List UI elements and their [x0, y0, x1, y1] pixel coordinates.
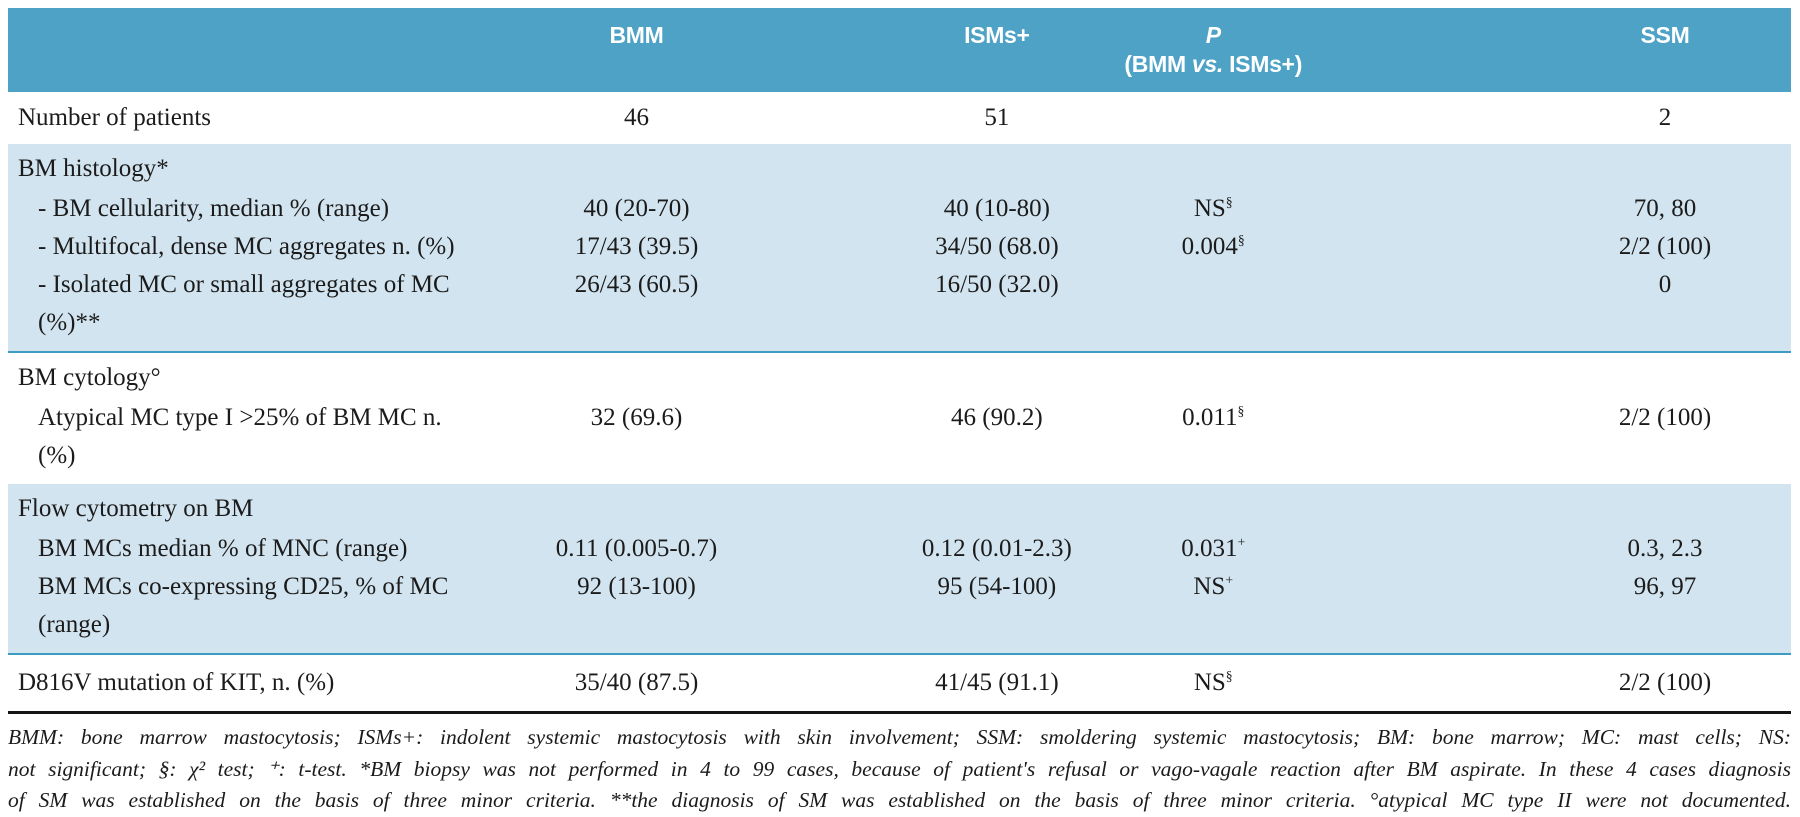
row-bm-cellularity: - BM cellularity, median % (range) 40 (2…	[8, 190, 1791, 228]
row-bm-mcs-cd25: BM MCs co-expressing CD25, % of MC (rang…	[8, 568, 1791, 644]
cell-isms: 95 (54-100)	[937, 573, 1057, 600]
cell-bmm: 35/40 (87.5)	[574, 669, 699, 696]
footnote-line-2: not significant; §: χ² test; ⁺: t-test. …	[8, 756, 1791, 781]
section-title-row: BM cytology°	[8, 357, 1791, 399]
cell-bmm: 46	[623, 104, 649, 131]
cell-ssm: 0.3, 2.3	[1627, 535, 1703, 562]
cell-ssm: 96, 97	[1633, 573, 1697, 600]
cell-p: NS§	[1193, 194, 1233, 222]
section-bm-histology: BM histology* - BM cellularity, median %…	[8, 144, 1791, 353]
row-label: BM MCs co-expressing CD25, % of MC (rang…	[38, 573, 449, 638]
header-cell-bmm: BMM	[609, 22, 664, 48]
cell-bmm: 92 (13-100)	[577, 573, 696, 600]
section-flow-cytometry: Flow cytometry on BM BM MCs median % of …	[8, 484, 1791, 655]
cell-isms: 16/50 (32.0)	[935, 271, 1059, 298]
row-multifocal-aggregates: - Multifocal, dense MC aggregates n. (%)…	[8, 228, 1791, 266]
header-p-comparison: (BMM vs. ISMs+)	[1124, 51, 1303, 77]
cell-ssm: 0	[1658, 271, 1672, 298]
cell-p: 0.031+	[1181, 534, 1246, 562]
row-label: D816V mutation of KIT, n. (%)	[18, 669, 335, 696]
row-label: Number of patients	[18, 104, 212, 131]
section-title-flow-cytometry: Flow cytometry on BM	[18, 495, 254, 522]
footnote-line-1: BMM: bone marrow mastocytosis; ISMs+: in…	[8, 725, 1791, 749]
footnote-line-3: of SM was established on the basis of th…	[8, 788, 1791, 812]
cell-ssm: 2	[1658, 104, 1672, 131]
cell-isms: 34/50 (68.0)	[935, 233, 1059, 260]
header-p-symbol: P	[1205, 22, 1221, 48]
cell-bmm: 17/43 (39.5)	[574, 233, 699, 260]
cell-p: 0.011§	[1182, 403, 1245, 431]
cell-ssm: 70, 80	[1633, 195, 1697, 222]
row-label: - Multifocal, dense MC aggregates n. (%)	[38, 233, 455, 260]
cell-p: NS§	[1193, 668, 1233, 696]
section-title-bm-histology: BM histology*	[18, 155, 169, 182]
header-cell-p: P (BMM vs. ISMs+)	[1088, 8, 1338, 79]
cell-isms: 0.12 (0.01-2.3)	[921, 535, 1072, 562]
cell-p: 0.004§	[1181, 232, 1245, 260]
row-label: Atypical MC type I >25% of BM MC n. (%)	[38, 404, 442, 469]
header-cell-empty	[8, 30, 463, 43]
cell-ssm: 2/2 (100)	[1618, 404, 1712, 431]
section-title-row: Flow cytometry on BM	[8, 488, 1791, 530]
cell-isms: 51	[984, 104, 1010, 131]
cell-p: NS+	[1193, 572, 1234, 600]
row-d816v-mutation: D816V mutation of KIT, n. (%) 35/40 (87.…	[8, 655, 1791, 714]
row-isolated-mc: - Isolated MC or small aggregates of MC …	[8, 266, 1791, 342]
cell-isms: 46 (90.2)	[951, 404, 1043, 431]
section-bm-cytology: BM cytology° Atypical MC type I >25% of …	[8, 353, 1791, 484]
cell-bmm: 0.11 (0.005-0.7)	[555, 535, 718, 562]
cell-ssm: 2/2 (100)	[1618, 669, 1712, 696]
row-bm-mcs-median: BM MCs median % of MNC (range) 0.11 (0.0…	[8, 530, 1791, 568]
row-label: BM MCs median % of MNC (range)	[38, 535, 408, 562]
section-title-bm-cytology: BM cytology°	[18, 364, 161, 391]
cell-ssm: 2/2 (100)	[1618, 233, 1712, 260]
section-title-row: BM histology*	[8, 148, 1791, 190]
table-footnote: BMM: bone marrow mastocytosis; ISMs+: in…	[8, 714, 1791, 817]
cell-isms: 41/45 (91.1)	[935, 669, 1059, 696]
row-label: - BM cellularity, median % (range)	[38, 195, 390, 222]
header-cell-isms: ISMs+	[964, 22, 1030, 48]
cell-bmm: 32 (69.6)	[590, 404, 683, 431]
cell-bmm: 40 (20-70)	[583, 195, 690, 222]
header-cell-ssm: SSM	[1640, 22, 1690, 48]
cell-bmm: 26/43 (60.5)	[574, 271, 699, 298]
table-header-row: BMM ISMs+ P (BMM vs. ISMs+) SSM	[8, 8, 1791, 92]
row-number-of-patients: Number of patients 46 51 2	[8, 92, 1791, 144]
row-label: - Isolated MC or small aggregates of MC …	[38, 271, 450, 336]
row-atypical-mc: Atypical MC type I >25% of BM MC n. (%) …	[8, 399, 1791, 475]
cell-isms: 40 (10-80)	[943, 195, 1050, 222]
